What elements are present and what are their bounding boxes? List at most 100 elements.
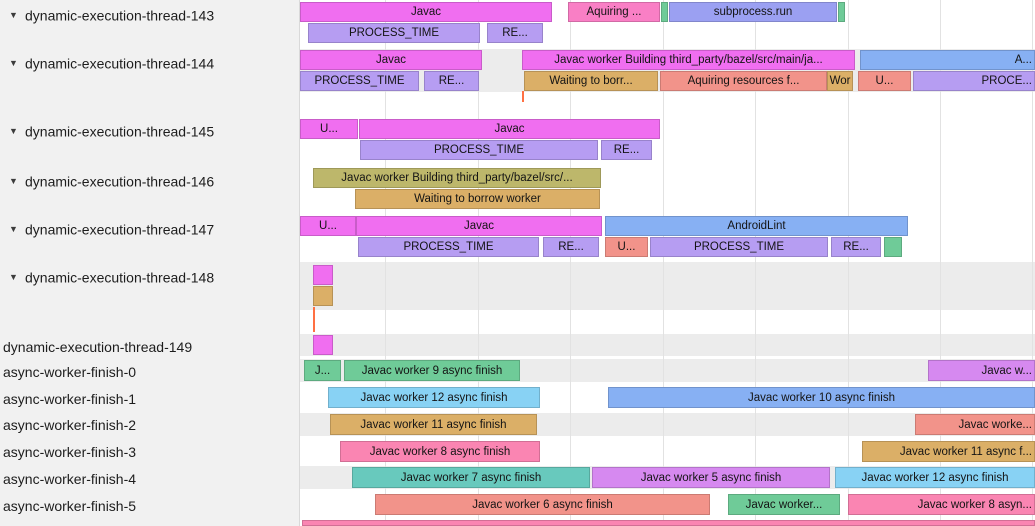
trace-event-bar[interactable]: U... — [858, 71, 911, 91]
trace-event-bar[interactable]: Javac worker 8 asyn... — [848, 494, 1035, 515]
trace-event-bar[interactable]: Javac worke... — [915, 414, 1035, 435]
trace-event-bar[interactable]: Javac worker Building third_party/bazel/… — [313, 168, 601, 188]
trace-event-label: U... — [875, 75, 894, 87]
trace-event-bar[interactable]: Javac worker 11 async f... — [862, 441, 1035, 462]
trace-event-label: Javac worker 8 asyn... — [917, 498, 1032, 511]
trace-event-bar[interactable]: Aquiring ... — [568, 2, 660, 22]
collapse-arrow-icon[interactable]: ▼ — [9, 224, 18, 235]
sidebar: ▼ dynamic-execution-thread-143 ▼ dynamic-ex… — [0, 0, 300, 526]
trace-event-bar[interactable]: U... — [605, 237, 648, 257]
trace-event-bar[interactable] — [661, 2, 668, 22]
trace-event-label: RE... — [438, 75, 465, 87]
trace-event-bar[interactable]: Javac — [300, 50, 482, 70]
thread-name: dynamic-execution-thread-144 — [25, 55, 215, 72]
trace-event-bar[interactable] — [313, 335, 333, 355]
trace-event-label: A... — [1014, 54, 1032, 66]
collapse-arrow-icon[interactable]: ▼ — [9, 176, 18, 187]
trace-event-bar[interactable]: Javac worker 8 async finish — [340, 441, 540, 462]
trace-event-label: Javac worker 12 async finish — [861, 471, 1009, 484]
collapse-arrow-icon[interactable]: ▼ — [9, 10, 18, 21]
trace-event-bar[interactable] — [302, 520, 1035, 526]
trace-event-label: Javac worke... — [958, 418, 1033, 431]
thread-row-label[interactable]: ▼ dynamic-execution-thread-148 — [0, 266, 299, 286]
thread-row-label[interactable]: async-worker-finish-1 — [0, 388, 299, 408]
trace-event-bar[interactable]: Javac w... — [928, 360, 1035, 381]
thread-row-label[interactable]: async-worker-finish-4 — [0, 468, 299, 488]
trace-event-bar[interactable]: PROCESS_TIME — [300, 71, 419, 91]
thread-name: dynamic-execution-thread-148 — [25, 269, 215, 286]
thread-row-label[interactable]: ▼ dynamic-execution-thread-145 — [0, 120, 299, 140]
trace-event-bar[interactable] — [884, 237, 902, 257]
trace-event-bar[interactable]: Javac worker 10 async finish — [608, 387, 1035, 408]
trace-event-bar[interactable]: Javac — [300, 2, 552, 22]
trace-event-bar[interactable]: U... — [300, 216, 356, 236]
trace-event-label: Waiting to borr... — [549, 75, 633, 87]
trace-event-bar[interactable]: Javac worker 12 async finish — [328, 387, 540, 408]
trace-event-bar[interactable]: Javac worker 6 async finish — [375, 494, 710, 515]
thread-row-label[interactable]: async-worker-finish-3 — [0, 441, 299, 461]
time-gridline — [940, 0, 941, 526]
thread-row-label[interactable]: dynamic-execution-thread-149 — [0, 336, 299, 356]
trace-event-label: PROCESS_TIME — [348, 27, 440, 39]
collapse-arrow-icon[interactable]: ▼ — [9, 126, 18, 137]
trace-event-bar[interactable]: Wor — [827, 71, 853, 91]
trace-event-bar[interactable] — [838, 2, 845, 22]
collapse-arrow-icon[interactable]: ▼ — [9, 58, 18, 69]
trace-event-bar[interactable]: Javac worker 5 async finish — [592, 467, 830, 488]
trace-event-bar[interactable]: PROCE... — [913, 71, 1035, 91]
trace-event-bar[interactable]: PROCESS_TIME — [308, 23, 480, 43]
trace-event-bar[interactable]: RE... — [831, 237, 881, 257]
trace-event-label: Javac worker Building third_party/bazel/… — [554, 54, 823, 66]
trace-event-label: PROCESS_TIME — [693, 241, 785, 253]
thread-row-label[interactable]: ▼ dynamic-execution-thread-146 — [0, 170, 299, 190]
trace-event-bar[interactable]: Waiting to borr... — [524, 71, 658, 91]
trace-event-bar[interactable]: Javac worker 11 async finish — [330, 414, 537, 435]
trace-event-label: Javac worker 12 async finish — [360, 391, 508, 404]
trace-event-bar[interactable]: Javac — [359, 119, 660, 139]
trace-event-bar[interactable]: A... — [860, 50, 1035, 70]
collapse-arrow-icon[interactable]: ▼ — [9, 272, 18, 283]
trace-event-bar[interactable] — [313, 286, 333, 306]
trace-event-label: Javac worker 9 async finish — [361, 364, 503, 377]
thread-row-label[interactable]: async-worker-finish-2 — [0, 414, 299, 434]
trace-event-bar[interactable]: PROCESS_TIME — [358, 237, 539, 257]
trace-event-bar[interactable]: Waiting to borrow worker — [355, 189, 600, 209]
trace-event-bar[interactable]: Javac worker 12 async finish — [835, 467, 1035, 488]
trace-event-label: PROCE... — [981, 75, 1032, 87]
trace-event-bar[interactable]: Javac — [356, 216, 602, 236]
trace-event-label: Javac worker 6 async finish — [472, 498, 613, 511]
trace-event-bar[interactable] — [313, 265, 333, 285]
trace-event-label: Javac — [410, 6, 442, 18]
trace-event-bar[interactable]: J... — [304, 360, 341, 381]
trace-event-bar[interactable]: AndroidLint — [605, 216, 908, 236]
instant-event-tick[interactable] — [522, 91, 524, 102]
thread-row-label[interactable]: ▼ dynamic-execution-thread-147 — [0, 218, 299, 238]
thread-row-label[interactable]: async-worker-finish-0 — [0, 361, 299, 381]
thread-row-label[interactable]: ▼ dynamic-execution-thread-144 — [0, 52, 299, 72]
trace-event-bar[interactable]: PROCESS_TIME — [360, 140, 598, 160]
thread-name: dynamic-execution-thread-149 — [3, 339, 193, 356]
trace-event-bar[interactable]: Javac worker Building third_party/bazel/… — [522, 50, 855, 70]
thread-name: dynamic-execution-thread-143 — [25, 7, 215, 24]
trace-event-label: Javac — [494, 123, 525, 135]
trace-event-bar[interactable]: subprocess.run — [669, 2, 837, 22]
trace-event-bar[interactable]: RE... — [601, 140, 652, 160]
thread-name: async-worker-finish-5 — [3, 498, 137, 515]
trace-event-label: RE... — [843, 241, 869, 253]
trace-event-label: subprocess.run — [713, 6, 793, 18]
instant-event-tick[interactable] — [313, 307, 315, 332]
trace-event-bar[interactable]: RE... — [487, 23, 543, 43]
thread-row-label[interactable]: ▼ dynamic-execution-thread-143 — [0, 4, 299, 24]
trace-event-label: PROCESS_TIME — [314, 75, 405, 87]
trace-event-bar[interactable]: Aquiring resources f... — [660, 71, 827, 91]
trace-event-bar[interactable]: Javac worker 9 async finish — [344, 360, 520, 381]
trace-event-bar[interactable]: Javac worker 7 async finish — [352, 467, 590, 488]
trace-event-bar[interactable]: RE... — [424, 71, 479, 91]
trace-event-bar[interactable]: PROCESS_TIME — [650, 237, 828, 257]
thread-row-label[interactable]: async-worker-finish-5 — [0, 495, 299, 515]
trace-event-bar[interactable]: U... — [300, 119, 358, 139]
trace-event-bar[interactable]: Javac worker... — [728, 494, 840, 515]
trace-event-label: U... — [320, 123, 338, 135]
time-gridline — [755, 0, 756, 526]
trace-event-bar[interactable]: RE... — [543, 237, 599, 257]
